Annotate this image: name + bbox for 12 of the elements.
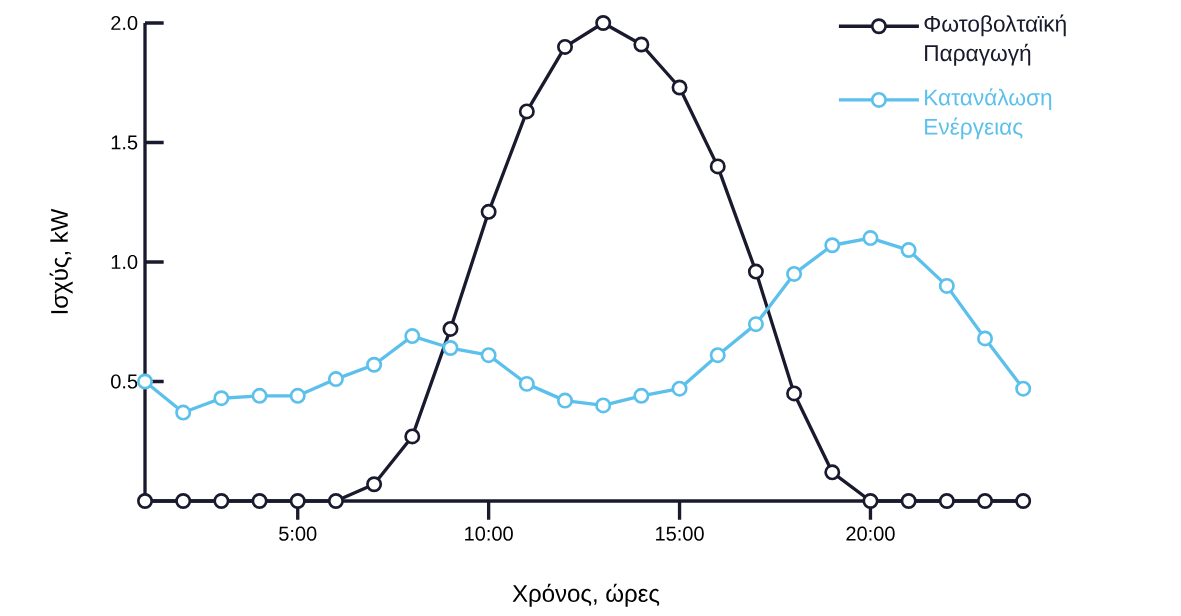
x-tick-label: 5:00 [279,526,317,541]
legend-label: Κατανάλωση Ενέργειας [925,88,1052,140]
y-tick-label: 0.5 [111,374,138,389]
legend-label: Φωτοβολταϊκή Παραγωγή [924,14,1066,66]
y-tick-label: 1.5 [111,135,138,150]
y-tick-label: 1.0 [111,254,138,270]
x-tick-label: 15:00 [656,526,704,541]
y-axis-title: Ισχύς, kW [49,208,73,314]
x-axis-title: Χρόνος, ώρες [512,583,660,607]
x-tick-label: 10:00 [465,526,513,541]
y-tick-label: 2.0 [111,15,138,31]
x-tick-label: 20:00 [846,526,895,541]
